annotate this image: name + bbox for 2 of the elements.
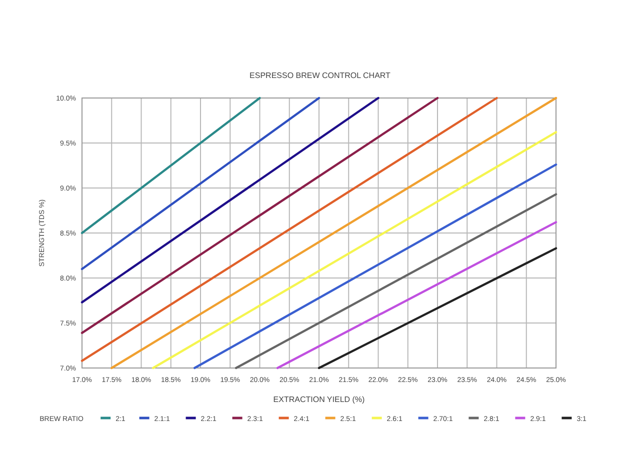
chart-title: ESPRESSO BREW CONTROL CHART (250, 71, 391, 80)
x-axis-title: EXTRACTION YIELD (%) (273, 395, 366, 404)
